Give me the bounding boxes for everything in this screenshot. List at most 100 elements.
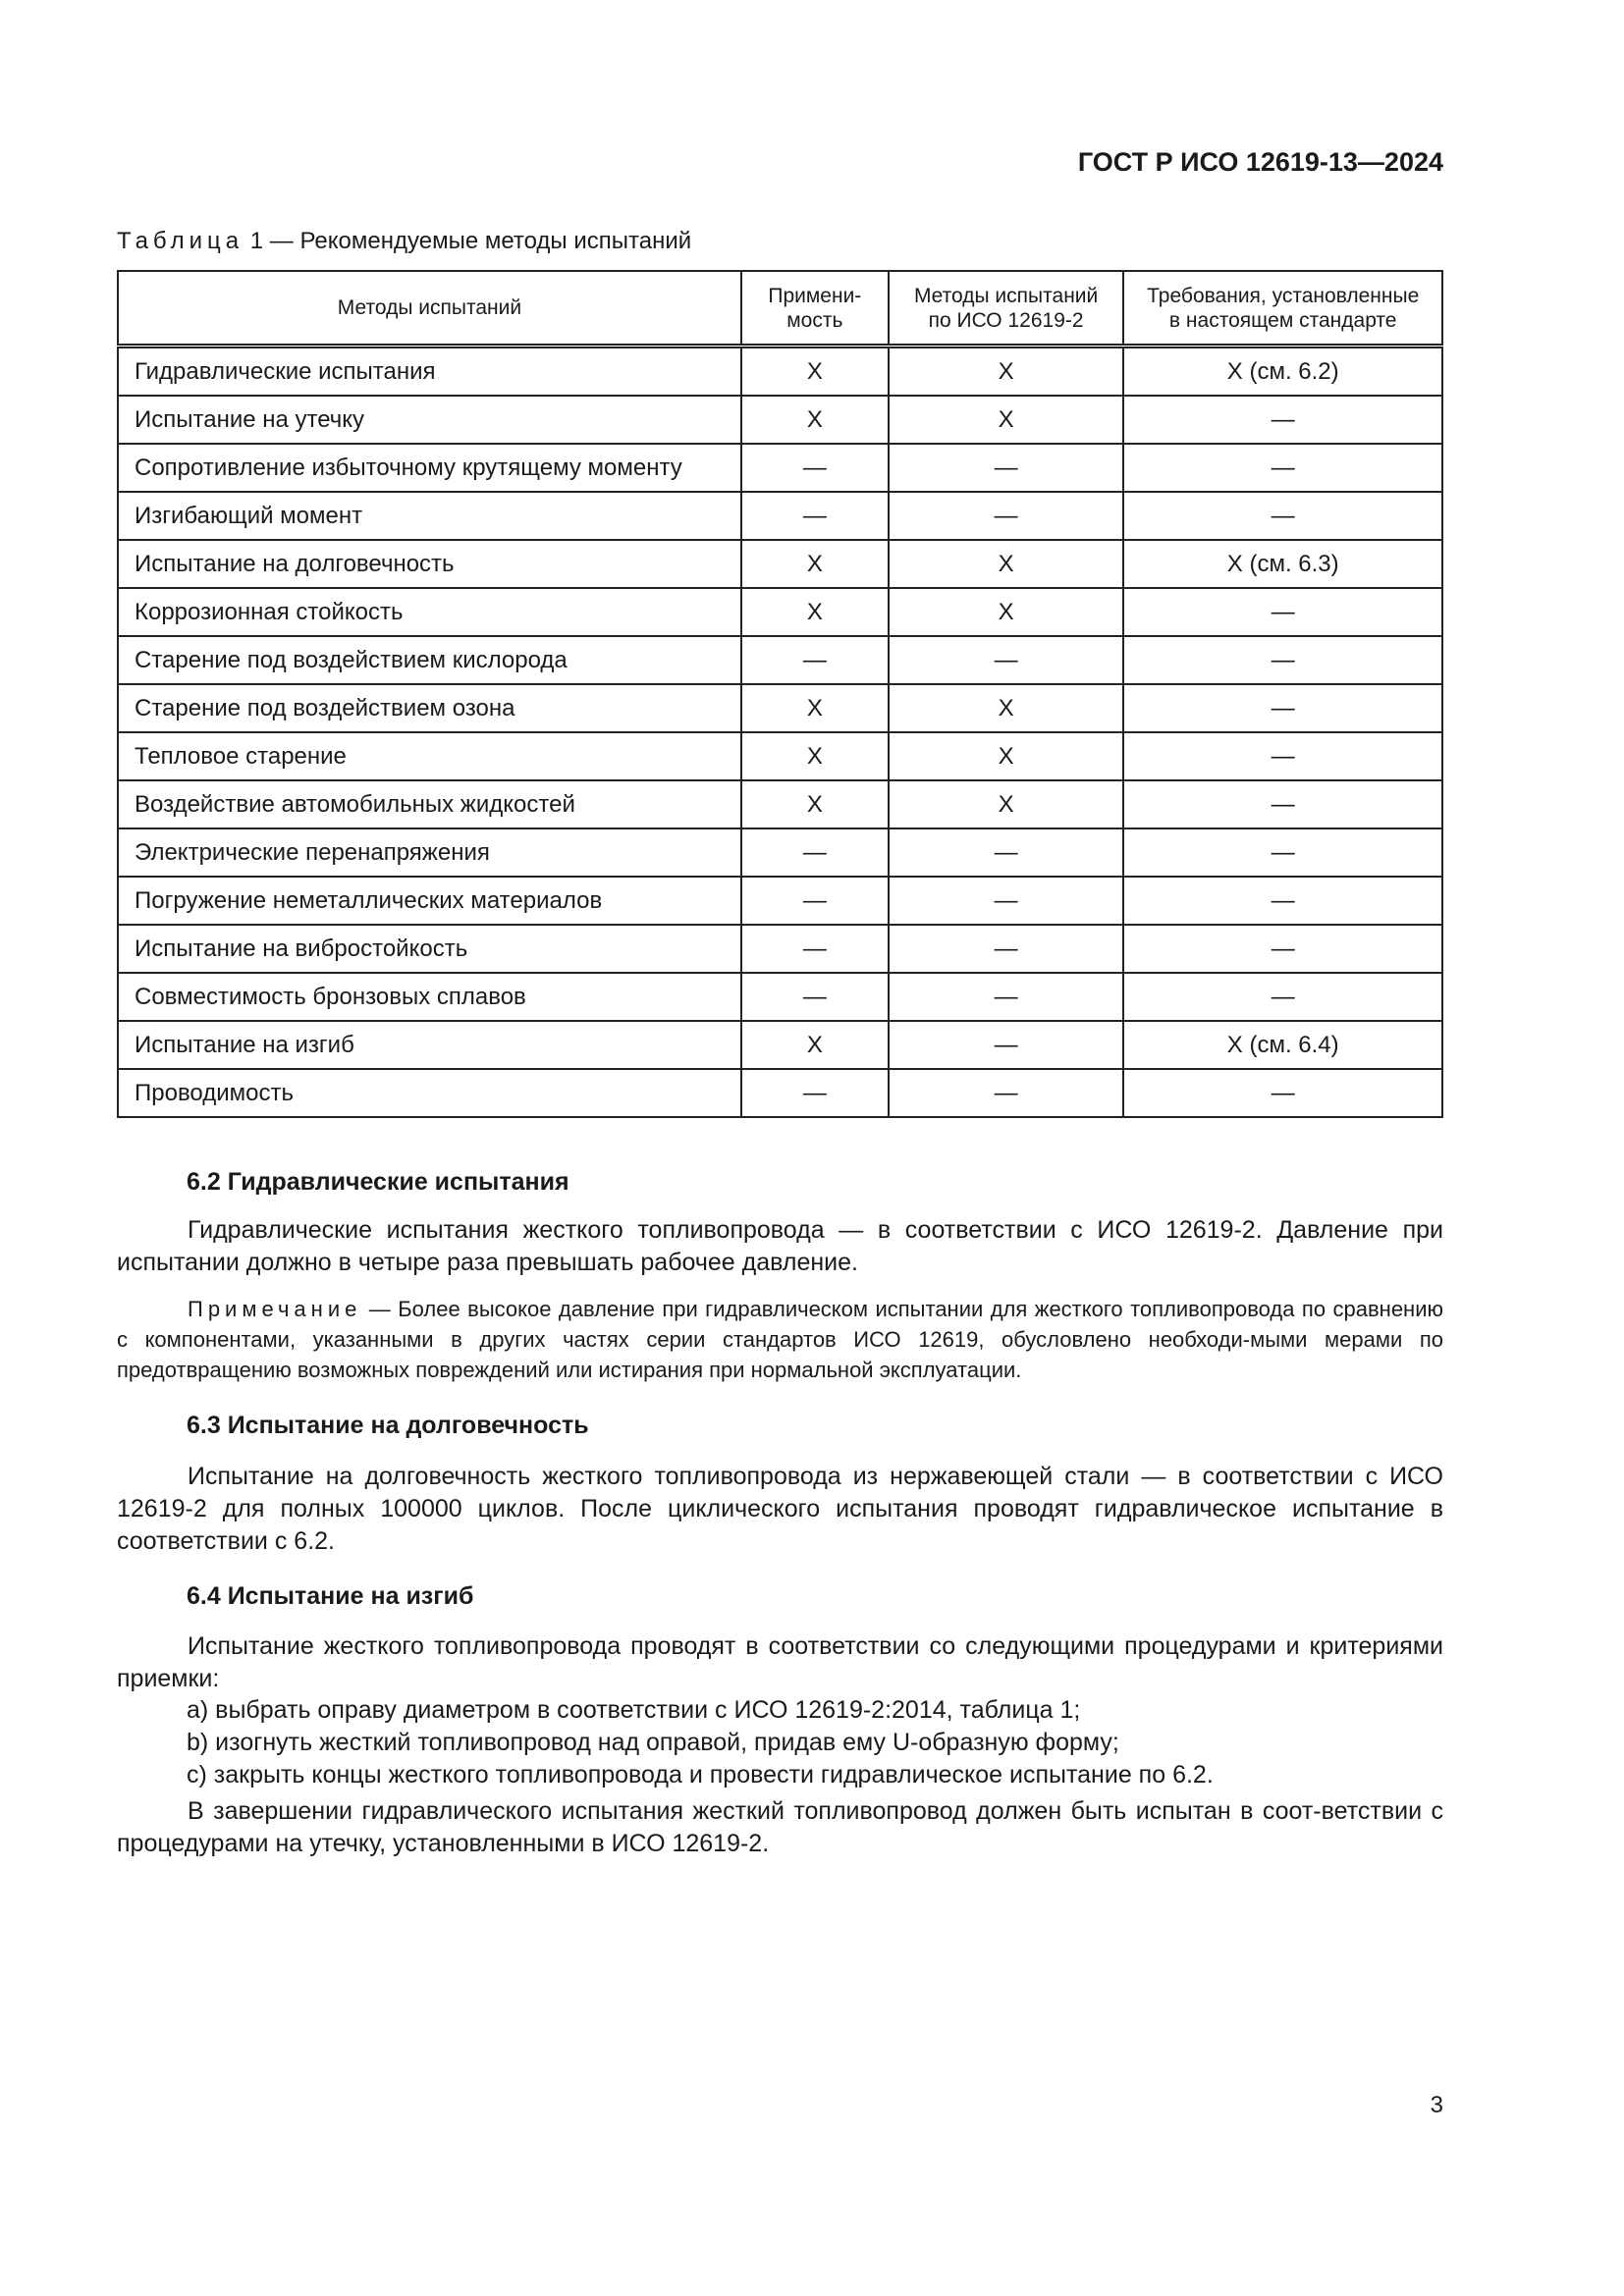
method-cell: Старение под воздействием кислорода [117,635,742,685]
value-cell: — [1122,828,1443,878]
table-row: Испытание на вибростойкость — — — [117,924,1443,974]
method-cell: Проводимость [117,1068,742,1118]
method-cell: Испытание на вибростойкость [117,924,742,974]
table-row: Совместимость бронзовых сплавов — — — [117,972,1443,1022]
table-row: Изгибающий момент — — — [117,491,1443,541]
list-item-a: a) выбрать оправу диаметром в соответств… [187,1696,1081,1724]
method-cell: Испытание на утечку [117,395,742,445]
value-cell: — [739,828,890,878]
method-cell: Тепловое старение [117,731,742,781]
table-row: Тепловое старение X X — [117,731,1443,781]
table-row: Испытание на долговечность X X X (см. 6.3) [117,539,1443,589]
value-cell: X [887,683,1125,733]
table-row: Коррозионная стойкость X X — [117,587,1443,637]
value-cell: X [887,539,1125,589]
table-row: Сопротивление избыточному крутящему моме… [117,443,1443,493]
value-cell: — [887,491,1125,541]
method-cell: Совместимость бронзовых сплавов [117,972,742,1022]
table-row: Электрические перенапряжения — — — [117,828,1443,878]
value-cell: — [887,924,1125,974]
value-cell: X [887,587,1125,637]
value-cell: X [887,395,1125,445]
value-cell: X [887,345,1125,397]
paragraph-text: В завершении гидравлического испытания ж… [117,1797,1443,1857]
section-6-3-heading: 6.3 Испытание на долговечность [187,1412,589,1439]
method-cell: Испытание на долговечность [117,539,742,589]
section-6-4-paragraph: Испытание жесткого топливопровода провод… [117,1630,1443,1695]
value-cell: X (см. 6.4) [1122,1020,1443,1070]
value-cell: X (см. 6.2) [1122,345,1443,397]
test-methods-table: Методы испытаний Примени- мость Методы исп… [117,270,1443,1118]
table-row: Испытание на утечку X X — [117,395,1443,445]
value-cell: — [1122,972,1443,1022]
value-cell: X [739,731,890,781]
value-cell: — [1122,683,1443,733]
table-row: Испытание на изгиб X — X (см. 6.4) [117,1020,1443,1070]
method-cell: Сопротивление избыточному крутящему моме… [117,443,742,493]
method-cell: Воздействие автомобильных жидкостей [117,779,742,829]
value-cell: — [887,972,1125,1022]
section-6-4-heading: 6.4 Испытание на изгиб [187,1582,474,1610]
value-cell: — [739,1068,890,1118]
note-text: — Более высокое давление при гидравличес… [117,1297,1443,1382]
table-row: Воздействие автомобильных жидкостей X X — [117,779,1443,829]
method-cell: Испытание на изгиб [117,1020,742,1070]
value-cell: — [1122,731,1443,781]
table-row: Гидравлические испытания X X X (см. 6.2) [117,345,1443,397]
value-cell: — [1122,779,1443,829]
value-cell: — [887,1068,1125,1118]
method-cell: Старение под воздействием озона [117,683,742,733]
value-cell: X (см. 6.3) [1122,539,1443,589]
value-cell: X [739,1020,890,1070]
list-item-c: c) закрыть концы жесткого топливопровода… [187,1761,1214,1789]
value-cell: — [1122,587,1443,637]
value-cell: — [739,924,890,974]
table-row: Старение под воздействием кислорода — — — [117,635,1443,685]
paragraph-text: Гидравлические испытания жесткого топлив… [117,1216,1443,1276]
section-6-2-note: Примечание — Более высокое давление при … [117,1294,1443,1385]
table-row: Погружение неметаллических материалов — — — [117,876,1443,926]
table-row: Старение под воздействием озона X X — [117,683,1443,733]
column-header: Методы испытаний [117,270,742,348]
section-6-2-paragraph: Гидравлические испытания жесткого топлив… [117,1214,1443,1279]
section-6-2-heading: 6.2 Гидравлические испытания [187,1168,569,1196]
value-cell: — [739,443,890,493]
value-cell: X [739,779,890,829]
section-6-4-final-paragraph: В завершении гидравлического испытания ж… [117,1795,1443,1860]
value-cell: X [739,587,890,637]
section-6-3-paragraph: Испытание на долговечность жесткого топл… [117,1461,1443,1558]
value-cell: X [739,345,890,397]
value-cell: — [887,876,1125,926]
caption-label: Таблица [117,228,244,254]
value-cell: — [887,1020,1125,1070]
value-cell: — [1122,443,1443,493]
list-item-b: b) изогнуть жесткий топливопровод над оп… [187,1729,1119,1756]
value-cell: X [887,779,1125,829]
column-header: Примени- мость [739,270,890,348]
table-header-row: Методы испытаний Примени- мость Методы исп… [117,270,1443,348]
table-caption: Таблица 1 — Рекомендуемые методы испытан… [117,228,691,255]
value-cell: — [887,635,1125,685]
method-cell: Погружение неметаллических материалов [117,876,742,926]
value-cell: X [739,683,890,733]
value-cell: X [739,539,890,589]
value-cell: — [887,443,1125,493]
value-cell: — [739,491,890,541]
method-cell: Гидравлические испытания [117,345,742,397]
value-cell: — [1122,1068,1443,1118]
value-cell: — [739,876,890,926]
note-label: Примечание [188,1297,362,1321]
method-cell: Электрические перенапряжения [117,828,742,878]
caption-text: 1 — Рекомендуемые методы испытаний [244,228,692,254]
paragraph-text: Испытание жесткого топливопровода провод… [117,1632,1443,1692]
value-cell: — [1122,395,1443,445]
document-id: ГОСТ Р ИСО 12619-13—2024 [1077,147,1443,177]
value-cell: — [1122,924,1443,974]
method-cell: Коррозионная стойкость [117,587,742,637]
value-cell: — [1122,876,1443,926]
method-cell: Изгибающий момент [117,491,742,541]
value-cell: X [739,395,890,445]
page-number: 3 [1430,2092,1443,2118]
value-cell: — [887,828,1125,878]
table-row: Проводимость — — — [117,1068,1443,1118]
